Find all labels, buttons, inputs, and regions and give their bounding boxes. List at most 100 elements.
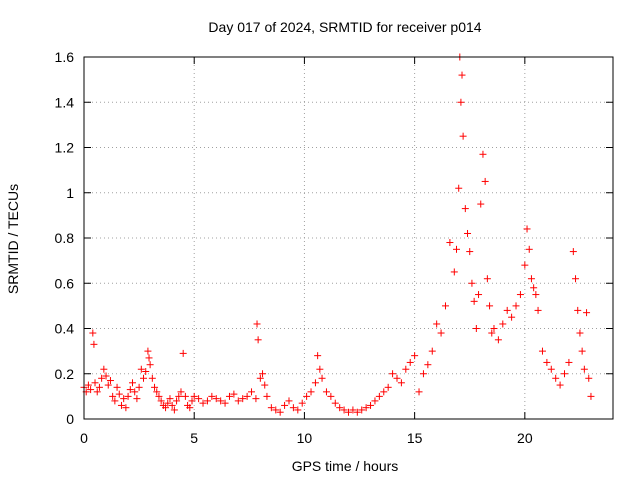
data-point [402,365,410,373]
data-point [259,370,267,378]
data-point [534,306,542,314]
data-point [523,225,531,233]
data-point [494,336,502,344]
data-point [84,381,92,389]
data-point [145,354,153,362]
data-point [353,408,361,416]
data-point [276,408,284,416]
data-point [203,397,211,405]
data-point [98,374,106,382]
y-tick-label: 1.2 [55,140,75,156]
data-point [212,395,220,403]
data-point [157,397,165,405]
data-point [345,408,352,416]
data-point [239,395,247,403]
data-point [106,377,114,385]
data-point [576,329,584,337]
y-tick-label: 1.6 [55,49,75,65]
data-point [113,383,121,391]
data-point [248,388,256,396]
data-point [137,365,145,373]
data-point [140,374,148,382]
data-point [166,395,174,403]
data-point [230,390,238,398]
data-point [153,388,161,396]
data-point [170,406,178,414]
data-point [587,392,595,400]
data-point [179,349,187,357]
data-point [272,406,280,414]
data-point [318,374,326,382]
data-point [298,399,306,407]
y-tick-label: 1.4 [55,94,75,110]
data-point [441,302,449,310]
data-point [461,205,469,213]
data-point [358,406,366,414]
data-point [168,401,176,409]
data-point [481,177,489,185]
y-tick-label: 0.6 [55,275,75,291]
data-point [538,347,546,355]
data-point [142,367,150,375]
data-point [367,401,375,409]
data-point [221,399,229,407]
data-point [532,291,540,299]
data-point [181,392,189,400]
data-point [499,320,507,328]
data-point [464,229,472,237]
data-point [459,132,467,140]
x-axis-label: GPS time / hours [292,458,399,474]
data-point [322,388,330,396]
data-point [578,347,586,355]
data-point [472,325,480,332]
data-point [199,399,207,407]
data-point [109,392,117,400]
data-point [177,388,185,396]
data-point [384,383,392,391]
data-point [479,150,487,158]
data-point [254,336,262,344]
data-point [117,401,125,409]
data-point [415,388,423,396]
x-tick-label: 10 [297,430,313,446]
data-point [561,370,569,378]
data-point [91,379,99,387]
data-point [307,388,315,396]
data-point [289,404,297,412]
data-point [516,291,524,299]
data-point [437,329,445,337]
data-point [419,370,427,378]
data-point [411,352,419,360]
data-point [102,372,110,380]
data-point [503,306,511,314]
x-tick-label: 0 [80,430,88,446]
data-point [556,381,564,389]
data-point [314,352,322,360]
data-point [583,309,591,317]
data-point [375,392,383,400]
y-tick-label: 0.2 [55,366,75,382]
data-point [380,388,388,396]
data-point [217,397,225,405]
data-point [252,395,260,403]
data-point [397,379,405,387]
data-point [100,365,108,373]
x-tick-label: 15 [407,430,423,446]
data-point [122,404,130,412]
y-tick-label: 0.4 [55,321,75,337]
data-point [470,297,478,305]
data-point [393,374,401,382]
data-point [349,406,357,414]
data-point [164,399,172,407]
data-point [111,397,119,405]
data-point [146,361,154,369]
data-point [527,275,535,283]
data-point [450,268,458,276]
data-point [362,404,370,412]
data-point [466,248,474,256]
data-point [525,245,533,253]
data-point [327,392,335,400]
data-point [512,302,520,310]
data-point [458,71,466,79]
